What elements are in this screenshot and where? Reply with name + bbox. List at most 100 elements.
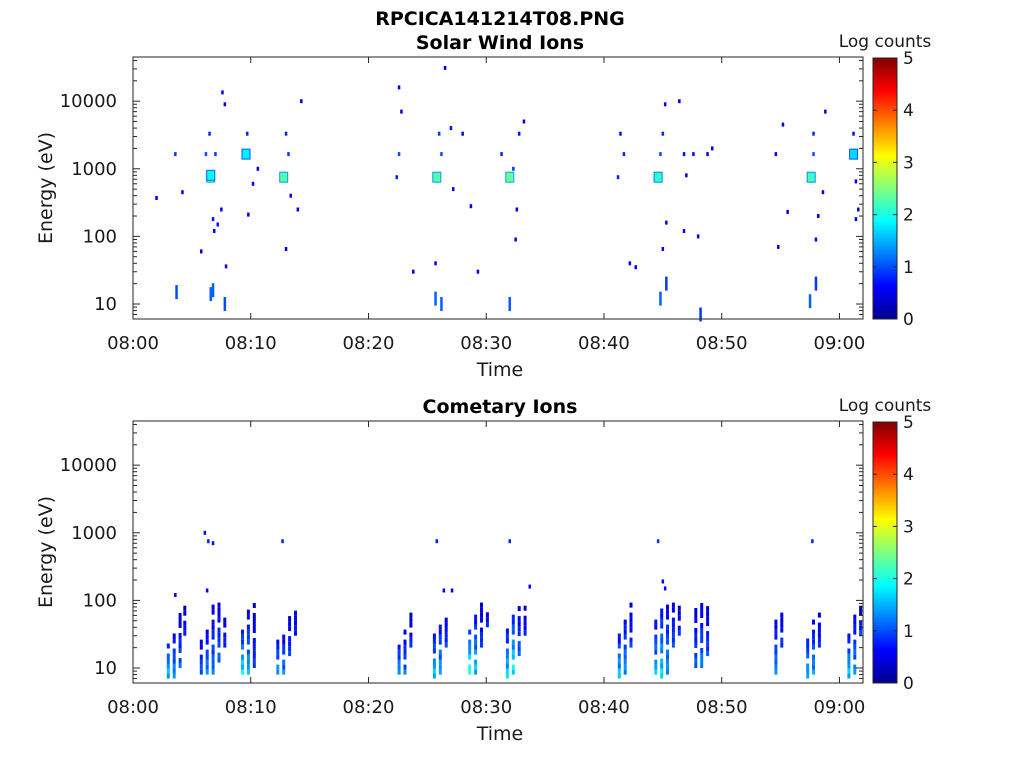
count-cell [671,632,675,638]
count-cell [480,607,483,613]
count-cell [706,611,710,617]
count-cell [682,229,686,233]
count-cell [660,623,664,629]
count-cell [485,617,489,623]
count-cell [616,175,620,180]
count-cell [172,633,176,639]
count-cell [241,634,244,640]
colorbar-tick-label: 5 [903,49,914,69]
count-cell [853,624,857,630]
count-cell [444,622,448,628]
count-cell [517,131,521,136]
count-cell [505,658,509,664]
count-cell [678,99,681,104]
count-cell [205,634,209,640]
count-cell [654,649,658,655]
count-cell [623,659,627,665]
count-cell [812,669,815,675]
count-cell [432,663,436,669]
cometary-data [166,530,863,679]
count-cell [774,659,778,665]
count-cell [812,664,815,670]
count-cell [241,644,244,650]
count-cell [403,654,407,660]
count-cell [505,663,509,669]
count-cell [854,217,858,222]
count-cell [660,613,664,619]
count-cell [474,644,478,650]
count-cell [199,664,203,670]
count-cell [252,653,256,658]
count-cell [178,663,182,668]
count-cell [859,625,863,631]
count-cell [694,613,698,618]
count-cell [211,669,215,675]
count-cell [211,217,215,222]
count-cell [211,649,215,655]
count-cell [685,173,688,178]
count-cell [282,644,286,650]
count-cell [208,131,211,136]
count-cell [654,669,658,675]
count-cell [438,654,442,660]
count-cell [694,608,698,613]
count-cell [623,634,627,640]
count-cell [211,634,215,640]
count-cell [694,638,698,643]
count-cell [485,622,489,628]
count-cell [395,175,398,180]
count-cell [671,642,675,648]
count-cell [517,616,521,622]
count-cell [660,638,664,644]
count-cell [409,642,413,648]
count-cell [485,612,489,618]
count-cell [252,623,256,628]
count-cell [812,131,815,136]
count-cell [468,649,472,655]
count-cell [434,261,437,266]
x-axis-label: Time [476,723,524,745]
count-cell [853,619,857,625]
count-cell [512,166,515,171]
count-cell [666,609,669,615]
count-cell [692,152,695,157]
solar-wind-data [155,65,860,322]
colorbar-tick-label: 0 [903,674,914,694]
count-cell [246,654,250,660]
count-cell [256,166,260,171]
count-cell [409,632,413,638]
count-cell [671,637,675,643]
count-cell [282,649,286,655]
count-cell [696,234,700,239]
count-cell [480,617,483,623]
count-cell [288,636,292,642]
count-cell [806,668,810,674]
count-cell [774,619,778,625]
count-cell [817,642,821,648]
count-cell [432,668,436,674]
colorbar-tick-label: 4 [903,101,914,121]
count-cell [857,207,860,212]
count-cell [480,602,483,608]
count-cell [276,664,280,670]
count-cell [700,653,704,658]
count-cell [474,659,478,665]
count-cell [172,658,176,664]
count-cell [444,627,448,633]
count-cell [181,190,184,195]
count-cell [280,172,288,182]
count-cell [623,624,627,630]
count-cell [706,606,710,612]
count-cell [217,652,221,658]
count-cell [223,637,227,643]
count-cell [440,297,443,311]
count-cell [629,612,633,618]
count-cell [812,619,815,625]
count-cell [438,664,442,670]
count-cell [780,612,784,618]
count-cell [403,644,407,650]
count-cell [211,604,215,610]
count-cell [178,623,182,628]
count-cell [774,649,778,655]
count-cell [671,602,675,608]
